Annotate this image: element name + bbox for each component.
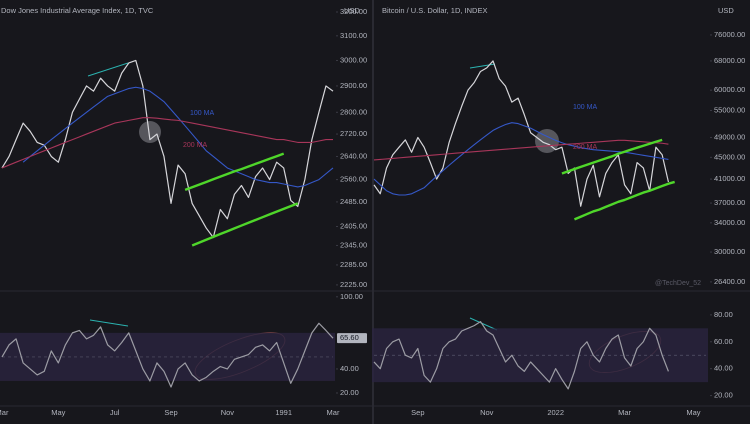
chart-title: Bitcoin / U.S. Dollar, 1D, INDEX (382, 6, 487, 15)
trend-channel-line (561, 138, 663, 175)
watermark: @TechDev_52 (655, 280, 701, 287)
y-tick-label: 2560.00 (340, 175, 367, 184)
y-tick-label: 2225.00 (340, 280, 367, 289)
highlight-circle (139, 121, 161, 143)
y-tick-label: 40.00 (340, 364, 359, 373)
y-tick-label: 34000.00 (714, 218, 745, 227)
y-tick-label: 2405.00 (340, 221, 367, 230)
y-tick-label: 20.00 (340, 388, 359, 397)
y-tick-label: 100.00 (340, 292, 363, 301)
y-tick-label: 45000.00 (714, 152, 745, 161)
divergence-line (469, 63, 496, 69)
x-tick-label: May (686, 408, 700, 417)
price-line (373, 60, 670, 207)
y-tick-label: 2485.00 (340, 197, 367, 206)
series-label: 100 MA (573, 104, 597, 111)
y-tick-label: 2900.00 (340, 81, 367, 90)
x-tick-label: Jul (110, 408, 120, 417)
y-tick-label: 2285.00 (340, 260, 367, 269)
y-tick-label: 20.00 (714, 391, 733, 400)
trend-channel-line (573, 180, 675, 221)
x-tick-label: Mar (618, 408, 631, 417)
y-tick-label: 60.00 (714, 337, 733, 346)
x-tick-label: Mar (327, 408, 340, 417)
moving-average-line (373, 139, 669, 161)
series-label: 200 MA (573, 144, 597, 151)
y-tick-label: 40.00 (714, 364, 733, 373)
unit-label: USD (344, 6, 360, 15)
x-tick-label: May (51, 408, 65, 417)
y-tick-label: 37000.00 (714, 198, 745, 207)
y-tick-label: 68000.00 (714, 56, 745, 65)
moving-average-line (373, 122, 669, 196)
moving-average-line (1, 117, 333, 169)
x-tick-label: Nov (480, 408, 494, 417)
y-tick-label: 2800.00 (340, 107, 367, 116)
x-tick-label: 2022 (547, 408, 564, 417)
x-tick-label: Mar (0, 408, 9, 417)
series-label: 100 MA (190, 110, 214, 117)
divergence-line (89, 319, 129, 327)
y-tick-label: 55000.00 (714, 105, 745, 114)
y-tick-label: 2720.00 (340, 129, 367, 138)
y-tick-label: 3000.00 (340, 55, 367, 64)
price-line (373, 321, 669, 390)
y-tick-label: 3200.00 (340, 7, 367, 16)
y-tick-label: 2640.00 (340, 151, 367, 160)
divergence-line (87, 62, 129, 77)
trend-channel-line (191, 202, 299, 247)
unit-label: USD (718, 6, 734, 15)
y-tick-label: 41000.00 (714, 174, 745, 183)
x-tick-label: Sep (411, 408, 424, 417)
x-tick-label: Nov (221, 408, 235, 417)
y-tick-label: 2345.00 (340, 240, 367, 249)
x-tick-label: 1991 (275, 408, 292, 417)
moving-average-line (22, 86, 334, 188)
price-line (1, 322, 334, 388)
x-tick-label: Sep (164, 408, 177, 417)
y-tick-label: 80.00 (714, 310, 733, 319)
price-line (1, 59, 334, 239)
y-tick-label: 60000.00 (714, 85, 745, 94)
last-value-box (337, 333, 367, 344)
last-value-label: 65.60 (340, 333, 359, 342)
y-tick-label: 49000.00 (714, 132, 745, 141)
trend-channel-line (184, 152, 285, 192)
y-tick-label: 3100.00 (340, 31, 367, 40)
y-tick-label: 30000.00 (714, 247, 745, 256)
series-label: 200 MA (183, 142, 207, 149)
y-tick-label: 26400.00 (714, 277, 745, 286)
y-tick-label: 76000.00 (714, 30, 745, 39)
divergence-line (469, 317, 498, 331)
chart-title: Dow Jones Industrial Average Index, 1D, … (1, 6, 154, 15)
